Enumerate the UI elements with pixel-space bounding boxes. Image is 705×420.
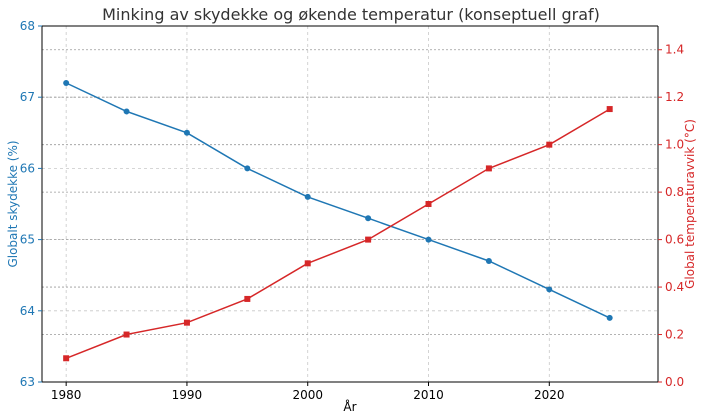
data-point-left	[425, 236, 432, 243]
x-tick-label: 2000	[292, 388, 323, 402]
data-point-left	[546, 286, 553, 293]
series-right	[63, 106, 613, 362]
right-y-tick-label: 1.4	[665, 43, 684, 57]
x-tick-label: 2010	[413, 388, 444, 402]
right-y-tick-label: 0.2	[665, 328, 684, 342]
right-y-tick-label: 0.4	[665, 280, 684, 294]
right-y-tick-label: 1.2	[665, 90, 684, 104]
grid-layer	[42, 25, 658, 383]
right-y-tick-label: 0.6	[665, 233, 684, 247]
data-point-left	[365, 215, 372, 222]
data-point-right	[546, 141, 553, 148]
right-y-tick-label: 0.8	[665, 185, 684, 199]
left-y-tick-label: 68	[20, 19, 35, 33]
data-point-left	[485, 257, 492, 264]
left-y-axis-label: Globalt skydekke (%)	[6, 140, 20, 267]
data-point-left	[63, 79, 70, 86]
x-tick-label: 1990	[172, 388, 203, 402]
right-y-axis-label: Global temperaturavvik (°C)	[683, 119, 697, 289]
data-point-right	[183, 319, 190, 326]
ticks-layer: 1980 1990 2000 2010 2020 63 64 65 66 67 68 0.0 0.2 0.…	[20, 19, 684, 402]
data-point-left	[244, 165, 251, 172]
data-point-left	[606, 314, 613, 321]
series-line-left	[65, 82, 611, 319]
left-y-tick-label: 66	[20, 161, 35, 175]
data-point-left	[304, 193, 311, 200]
data-point-right	[63, 355, 70, 362]
left-y-tick-label: 65	[20, 233, 35, 247]
right-y-tick-label: 0.0	[665, 375, 684, 389]
data-point-right	[123, 331, 130, 338]
data-point-right	[244, 295, 251, 302]
axes-layer	[41, 25, 659, 383]
chart-title: Minking av skydekke og økende temperatur…	[102, 5, 600, 24]
data-point-right	[425, 201, 432, 207]
left-y-tick-label: 63	[20, 375, 35, 389]
data-point-right	[365, 236, 372, 243]
x-tick-label: 2020	[534, 388, 565, 402]
data-point-right	[485, 165, 492, 172]
series-line-right	[65, 108, 611, 359]
data-point-right	[304, 260, 311, 267]
data-point-left	[183, 129, 190, 136]
left-y-tick-label: 67	[20, 90, 35, 104]
data-point-left	[123, 108, 130, 115]
x-tick-label: 1980	[51, 388, 82, 402]
series-layer	[63, 79, 613, 362]
x-axis-label: År	[343, 399, 356, 414]
series-left	[63, 79, 613, 321]
right-y-tick-label: 1.0	[665, 138, 684, 152]
left-y-tick-label: 64	[20, 304, 35, 318]
data-point-right	[606, 106, 613, 113]
